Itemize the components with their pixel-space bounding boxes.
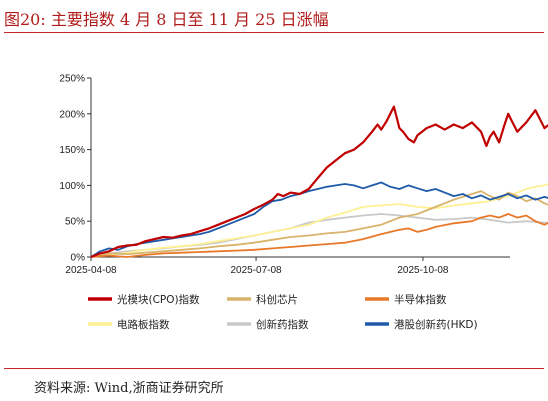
series-line-3: [90, 183, 548, 258]
series-line-2: [90, 213, 548, 258]
source-note: 资料来源: Wind,浙商证券研究所: [34, 381, 224, 396]
series-line-1: [90, 190, 548, 258]
figure-title: 图20: 主要指数 4 月 8 日至 11 月 25 日涨幅: [4, 10, 329, 29]
legend-label-5: 港股创新药(HKD): [394, 318, 478, 331]
x-tick-label: 2025-07-08: [230, 265, 282, 276]
chart-series: [90, 105, 548, 259]
series-line-0: [90, 105, 548, 259]
legend-label-1: 科创芯片: [256, 293, 298, 306]
y-tick-label: 100%: [59, 181, 85, 192]
y-tick-label: 0%: [71, 253, 86, 264]
legend-label-4: 创新药指数: [256, 318, 309, 331]
y-tick-label: 150%: [59, 145, 85, 156]
x-tick-label: 2025-10-08: [397, 265, 449, 276]
legend-label-3: 电路板指数: [117, 318, 170, 331]
x-tick-label: 2025-04-08: [65, 265, 117, 276]
y-tick-label: 250%: [59, 74, 85, 85]
chart-axes: 0% 50% 100% 150% 200% 250% 2025-04-08 2025-07-0…: [59, 74, 510, 276]
legend-label-0: 光模块(CPO)指数: [117, 293, 200, 306]
y-tick-label: 50%: [65, 217, 85, 228]
title-divider: [4, 32, 544, 33]
y-tick-label: 200%: [59, 109, 85, 120]
source-divider: [4, 368, 544, 369]
legend-label-2: 半导体指数: [394, 293, 447, 306]
